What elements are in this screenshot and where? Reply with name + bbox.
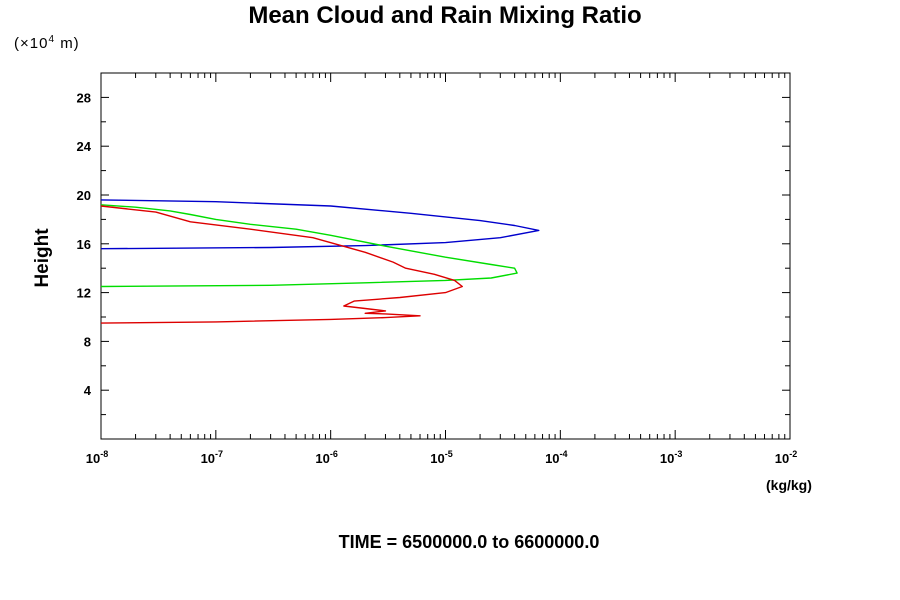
series-line-2 — [100, 204, 518, 288]
time-range-label: TIME = 6500000.0 to 6600000.0 — [338, 532, 600, 552]
x-tick-exponent: -3 — [674, 449, 682, 459]
y-scale-note-unit: m) — [60, 35, 80, 52]
plot-frame — [100, 72, 791, 440]
y-tick-label: 4 — [84, 383, 92, 398]
y-tick-label: 20 — [77, 188, 91, 203]
x-tick-label: 10-8 — [86, 449, 108, 466]
x-tick-exponent: -2 — [789, 449, 797, 459]
y-tick-label: 24 — [77, 139, 92, 154]
y-scale-note-prefix: (×10 — [14, 35, 49, 52]
series-line-3 — [100, 205, 463, 324]
x-tick-exponent: -7 — [215, 449, 223, 459]
x-tick-base: 10 — [775, 451, 789, 466]
y-scale-note-exponent: 4 — [48, 34, 56, 45]
x-tick-label: 10-5 — [430, 449, 452, 466]
x-tick-label: 10-3 — [660, 449, 682, 466]
x-axis-unit: (kg/kg) — [766, 477, 812, 493]
x-tick-label: 10-6 — [315, 449, 337, 466]
y-scale-note: (×104 m) — [14, 34, 80, 52]
y-tick-label: 8 — [84, 334, 91, 349]
x-tick-label: 10-4 — [545, 449, 567, 466]
x-tick-exponent: -8 — [100, 449, 108, 459]
y-tick-label: 12 — [77, 286, 91, 301]
x-tick-exponent: -6 — [330, 449, 338, 459]
x-tick-base: 10 — [660, 451, 674, 466]
series-line-1 — [100, 199, 540, 250]
x-tick-base: 10 — [201, 451, 215, 466]
y-tick-label: 16 — [77, 237, 91, 252]
x-tick-base: 10 — [430, 451, 444, 466]
x-tick-label: 10-7 — [201, 449, 223, 466]
x-tick-base: 10 — [86, 451, 100, 466]
x-tick-label: 10-2 — [775, 449, 797, 466]
chart-title: Mean Cloud and Rain Mixing Ratio — [248, 2, 642, 29]
x-tick-exponent: -4 — [560, 449, 568, 459]
x-tick-base: 10 — [315, 451, 329, 466]
y-tick-label: 28 — [77, 90, 91, 105]
x-tick-exponent: -5 — [445, 449, 453, 459]
x-tick-base: 10 — [545, 451, 559, 466]
